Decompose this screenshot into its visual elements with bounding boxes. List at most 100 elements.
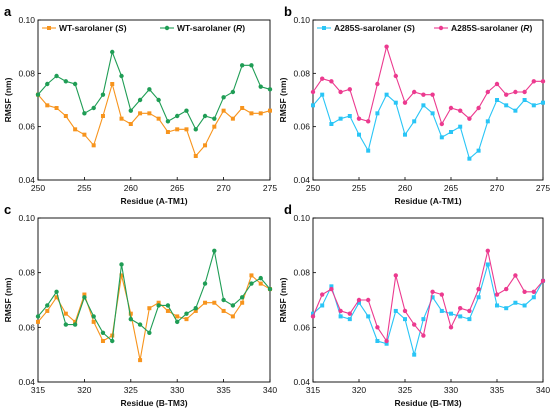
- data-point: [393, 273, 398, 278]
- data-point: [100, 114, 105, 118]
- data-point: [458, 108, 463, 113]
- data-point: [384, 44, 389, 49]
- x-tick-label: 315: [31, 385, 45, 395]
- x-axis-label: Residue (A-TM1): [120, 196, 187, 206]
- data-point: [320, 76, 325, 81]
- data-point: [193, 308, 198, 313]
- data-point: [310, 89, 316, 95]
- x-tick-label: 330: [444, 385, 458, 395]
- data-point: [338, 308, 343, 314]
- data-point: [230, 303, 236, 308]
- y-tick-label: 0.04: [18, 175, 35, 185]
- data-point: [165, 119, 171, 124]
- data-point: [54, 289, 59, 294]
- data-point: [91, 319, 96, 324]
- data-point: [412, 119, 417, 124]
- data-point: [258, 84, 263, 89]
- y-tick-label: 0.04: [18, 377, 35, 387]
- data-point: [485, 262, 490, 267]
- data-point: [249, 111, 254, 116]
- y-tick-label: 0.08: [293, 68, 310, 78]
- data-point: [513, 89, 518, 95]
- data-point: [258, 111, 263, 116]
- data-point: [221, 308, 226, 313]
- data-point: [212, 300, 217, 305]
- series-r: [310, 44, 546, 127]
- data-point: [240, 300, 245, 305]
- data-point: [531, 103, 536, 108]
- data-point: [249, 63, 254, 68]
- data-point: [421, 92, 426, 97]
- x-tick-label: 270: [217, 183, 231, 193]
- data-point: [184, 108, 189, 113]
- data-point: [449, 311, 453, 316]
- data-point: [110, 338, 115, 344]
- x-tick-label: 340: [263, 385, 277, 395]
- data-point: [320, 303, 325, 308]
- x-tick-label: 275: [263, 183, 277, 193]
- data-point: [119, 273, 124, 278]
- x-tick-label: 255: [352, 183, 366, 193]
- data-point: [531, 79, 536, 84]
- data-point: [458, 124, 463, 129]
- data-point: [338, 89, 343, 95]
- data-point: [347, 311, 352, 316]
- data-point: [504, 306, 509, 311]
- data-point: [165, 303, 171, 308]
- data-point: [156, 97, 161, 103]
- data-point: [119, 262, 124, 267]
- y-axis-label: RMSF (nm): [278, 77, 288, 122]
- x-tick-label: 250: [306, 183, 320, 193]
- plot-frame: [312, 19, 544, 181]
- y-axis-label: RMSF (nm): [3, 77, 13, 122]
- series-line: [312, 264, 544, 357]
- data-point: [495, 303, 499, 308]
- x-axis-label: Residue (B-TM3): [120, 398, 187, 408]
- x-tick-label: 255: [77, 183, 91, 193]
- data-point: [412, 352, 417, 357]
- x-tick-label: 320: [77, 385, 91, 395]
- data-point: [147, 111, 152, 116]
- data-point: [230, 314, 235, 319]
- data-point: [356, 297, 362, 303]
- data-point: [402, 100, 408, 105]
- data-point: [467, 156, 472, 161]
- data-point: [494, 292, 500, 297]
- data-point: [175, 319, 180, 325]
- legend-marker: [438, 25, 444, 31]
- data-point: [522, 303, 527, 308]
- data-point: [267, 286, 273, 292]
- legend-entry: WT-sarolaner (S): [59, 23, 127, 33]
- legend-marker: [322, 26, 326, 30]
- legend-entry: A285S-sarolaner (S): [334, 23, 415, 33]
- data-point: [384, 338, 389, 344]
- x-tick-label: 335: [217, 385, 231, 395]
- data-point: [439, 121, 444, 127]
- data-point: [421, 103, 426, 108]
- y-tick-label: 0.10: [293, 213, 310, 223]
- data-point: [476, 148, 481, 153]
- data-point: [311, 103, 315, 108]
- data-point: [82, 295, 87, 300]
- chart-panel-b: b 250 255 260 265 270 275 0.04 0.06 0.08 0.10 Resid…: [278, 4, 550, 206]
- data-point: [402, 308, 408, 314]
- data-point: [156, 116, 161, 121]
- data-point: [366, 148, 371, 153]
- data-point: [393, 100, 398, 105]
- data-point: [63, 322, 69, 327]
- data-point: [193, 306, 198, 311]
- data-point: [495, 98, 499, 102]
- data-point: [221, 95, 226, 100]
- x-tick-label: 265: [170, 183, 184, 193]
- data-point: [193, 154, 198, 158]
- y-tick-label: 0.04: [293, 377, 310, 387]
- x-tick-label: 260: [124, 183, 138, 193]
- series-s: [311, 92, 545, 161]
- data-point: [221, 108, 226, 113]
- y-tick-label: 0.08: [293, 268, 310, 278]
- y-axis-label: RMSF (nm): [3, 277, 13, 322]
- data-point: [91, 105, 96, 111]
- legend: A285S-sarolaner (S) A285S-sarolaner (R): [317, 23, 532, 33]
- data-point: [239, 63, 245, 68]
- data-point: [366, 297, 371, 303]
